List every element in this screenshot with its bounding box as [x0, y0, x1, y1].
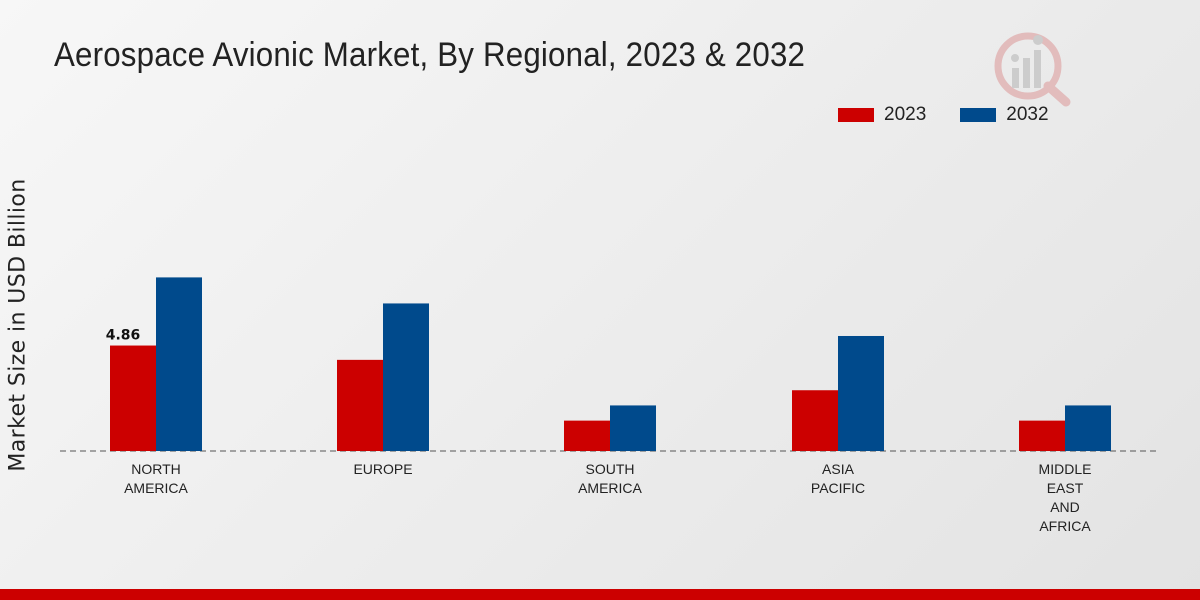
- legend-item-2032: 2032: [960, 104, 1049, 126]
- data-label-4.86: 4.86: [106, 328, 141, 344]
- x-tick-label-north-america-line0: NORTH: [131, 461, 181, 477]
- x-tick-label-north-america-line1: AMERICA: [124, 480, 188, 496]
- chart-title: Aerospace Avionic Market, By Regional, 2…: [54, 36, 806, 74]
- x-tick-label-middle-east-and-africa-line2: AND: [1050, 499, 1080, 515]
- x-tick-label-europe-line0: EUROPE: [353, 461, 412, 477]
- x-tick-label-middle-east-and-africa-line0: MIDDLE: [1039, 461, 1092, 477]
- bar-2032-europe: [383, 303, 429, 451]
- x-tick-label-middle-east-and-africa-line3: AFRICA: [1039, 518, 1091, 534]
- bar-2032-asia-pacific: [838, 335, 884, 451]
- bar-2023-asia-pacific: [792, 390, 838, 451]
- legend-label-2023: 2023: [884, 104, 927, 125]
- legend-swatch-2023: [838, 108, 874, 122]
- x-tick-label-asia-pacific-line1: PACIFIC: [811, 480, 865, 496]
- brand-logo-icon: [994, 32, 1071, 107]
- x-tick-label-asia-pacific-line0: ASIA: [822, 461, 855, 477]
- bar-2023-south-america: [564, 420, 610, 451]
- chart-legend: 2023 2032: [838, 104, 1049, 126]
- x-tick-label-middle-east-and-africa-line1: EAST: [1047, 480, 1084, 496]
- bar-2023-europe: [337, 359, 383, 451]
- x-tick-label-south-america-line1: AMERICA: [578, 480, 642, 496]
- legend-label-2032: 2032: [1006, 104, 1049, 125]
- bar-2023-middle-east-and-africa: [1019, 420, 1065, 451]
- bar-2032-south-america: [610, 405, 656, 451]
- legend-swatch-2032: [960, 108, 997, 122]
- footer-accent-bar: [0, 589, 1200, 600]
- bar-2032-north-america: [156, 277, 202, 451]
- bar-2023-north-america: [110, 345, 156, 451]
- legend-item-2023: 2023: [838, 104, 926, 126]
- x-tick-label-south-america-line0: SOUTH: [586, 461, 635, 477]
- bar-2032-middle-east-and-africa: [1065, 405, 1111, 451]
